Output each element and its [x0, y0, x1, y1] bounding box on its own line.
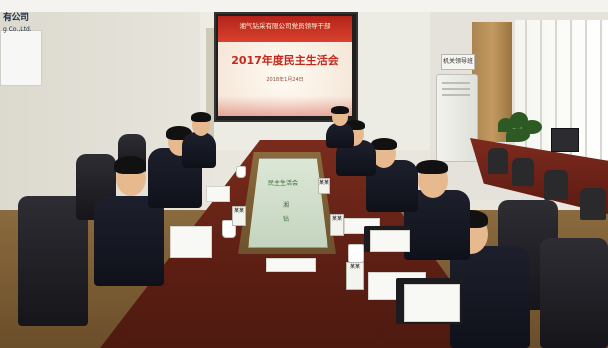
nameplate: 某某 — [346, 262, 364, 290]
ac-grill — [442, 82, 470, 84]
centerpiece-box — [248, 158, 328, 248]
blind-slat — [570, 20, 572, 160]
nameplate: 某某 — [318, 178, 330, 194]
paper — [170, 226, 212, 258]
blind-slat — [585, 20, 587, 160]
suit — [326, 122, 354, 148]
chair — [540, 238, 608, 348]
door-frame — [206, 28, 214, 148]
plant-leaf — [506, 128, 530, 142]
company-sign-title: 有公司 — [3, 13, 29, 23]
nameplate: 某某 — [232, 206, 246, 226]
side-chair — [488, 148, 508, 174]
centerpiece-text: 钻 — [283, 216, 290, 223]
blind-slat — [540, 20, 542, 160]
hair — [343, 120, 365, 130]
tea-cup — [348, 244, 364, 264]
blind-slat — [525, 20, 527, 160]
side-chair — [512, 158, 534, 186]
blind-slat — [555, 20, 557, 160]
hair — [416, 160, 448, 174]
suit — [182, 132, 216, 168]
slide-bottom-band — [218, 96, 352, 116]
company-sign-subtitle: g Co.,Ltd. — [3, 26, 32, 33]
paper — [206, 186, 230, 202]
side-chair — [580, 188, 606, 220]
slide-date: 2018年1月24日 — [266, 77, 304, 83]
hair — [191, 112, 211, 122]
tea-cup — [236, 166, 246, 178]
suit — [450, 246, 530, 348]
company-sign — [0, 30, 42, 86]
hair — [114, 156, 146, 174]
blind-slat — [600, 20, 602, 160]
centerpiece-text: 民主生活会 — [268, 180, 299, 187]
wall-plaque-text: 机关领导班 — [443, 58, 474, 65]
paper — [370, 230, 410, 252]
hair — [331, 106, 349, 114]
slide-header: 湘气钻采有限公司党员领导干部 — [239, 22, 331, 30]
centerpiece-text: 湘 — [283, 202, 290, 209]
wall-plaque — [441, 54, 475, 70]
ceiling — [0, 0, 608, 12]
suit — [94, 196, 164, 286]
ac-grill — [442, 88, 470, 90]
slide-title: 2017年度民主生活会 — [231, 54, 339, 67]
side-chair — [544, 170, 568, 200]
monitor — [551, 128, 579, 152]
nameplate: 某某 — [330, 214, 344, 236]
hair — [371, 138, 397, 150]
slide-top-band — [218, 16, 352, 42]
ac-grill — [442, 94, 470, 96]
paper — [266, 258, 316, 272]
paper — [404, 284, 460, 322]
